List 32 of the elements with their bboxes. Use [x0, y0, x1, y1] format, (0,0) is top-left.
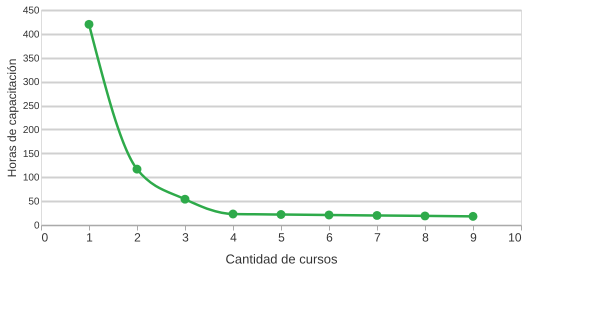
point — [468, 212, 478, 221]
y-tick-label: 200 — [22, 124, 40, 136]
point — [276, 210, 286, 219]
x-tick-label: 2 — [134, 230, 142, 244]
y-axis-title: Horas de capacitación — [4, 58, 19, 178]
point — [180, 194, 190, 204]
y-tick-label: 50 — [28, 196, 40, 208]
point — [420, 211, 430, 220]
y-tick-label: 0 — [34, 220, 40, 232]
y-tick-label: 150 — [22, 148, 40, 160]
y-tick-label: 300 — [22, 77, 40, 88]
x-tick-label: 4 — [230, 230, 238, 244]
point — [132, 164, 142, 174]
y-tick-label: 350 — [22, 53, 40, 64]
x-axis-title: Cantidad de cursos — [225, 252, 338, 266]
x-tick-label: 0 — [42, 230, 48, 244]
x-tick-label: 5 — [278, 230, 286, 244]
y-tick-label: 400 — [22, 29, 40, 40]
y-tick-label: 450 — [22, 6, 40, 16]
x-tick-label: 6 — [326, 230, 334, 244]
point — [324, 210, 334, 220]
x-tick-label: 3 — [182, 230, 190, 244]
point — [228, 210, 238, 218]
x-tick-label: 10 — [508, 230, 522, 244]
x-tick-label: 8 — [422, 230, 430, 244]
y-tick-label: 250 — [22, 101, 40, 112]
point — [372, 210, 382, 220]
x-tick-label: 7 — [374, 230, 382, 244]
x-tick-label: 1 — [86, 230, 94, 244]
point — [84, 20, 94, 29]
y-tick-label: 100 — [22, 172, 40, 184]
x-tick-label: 9 — [470, 230, 478, 244]
